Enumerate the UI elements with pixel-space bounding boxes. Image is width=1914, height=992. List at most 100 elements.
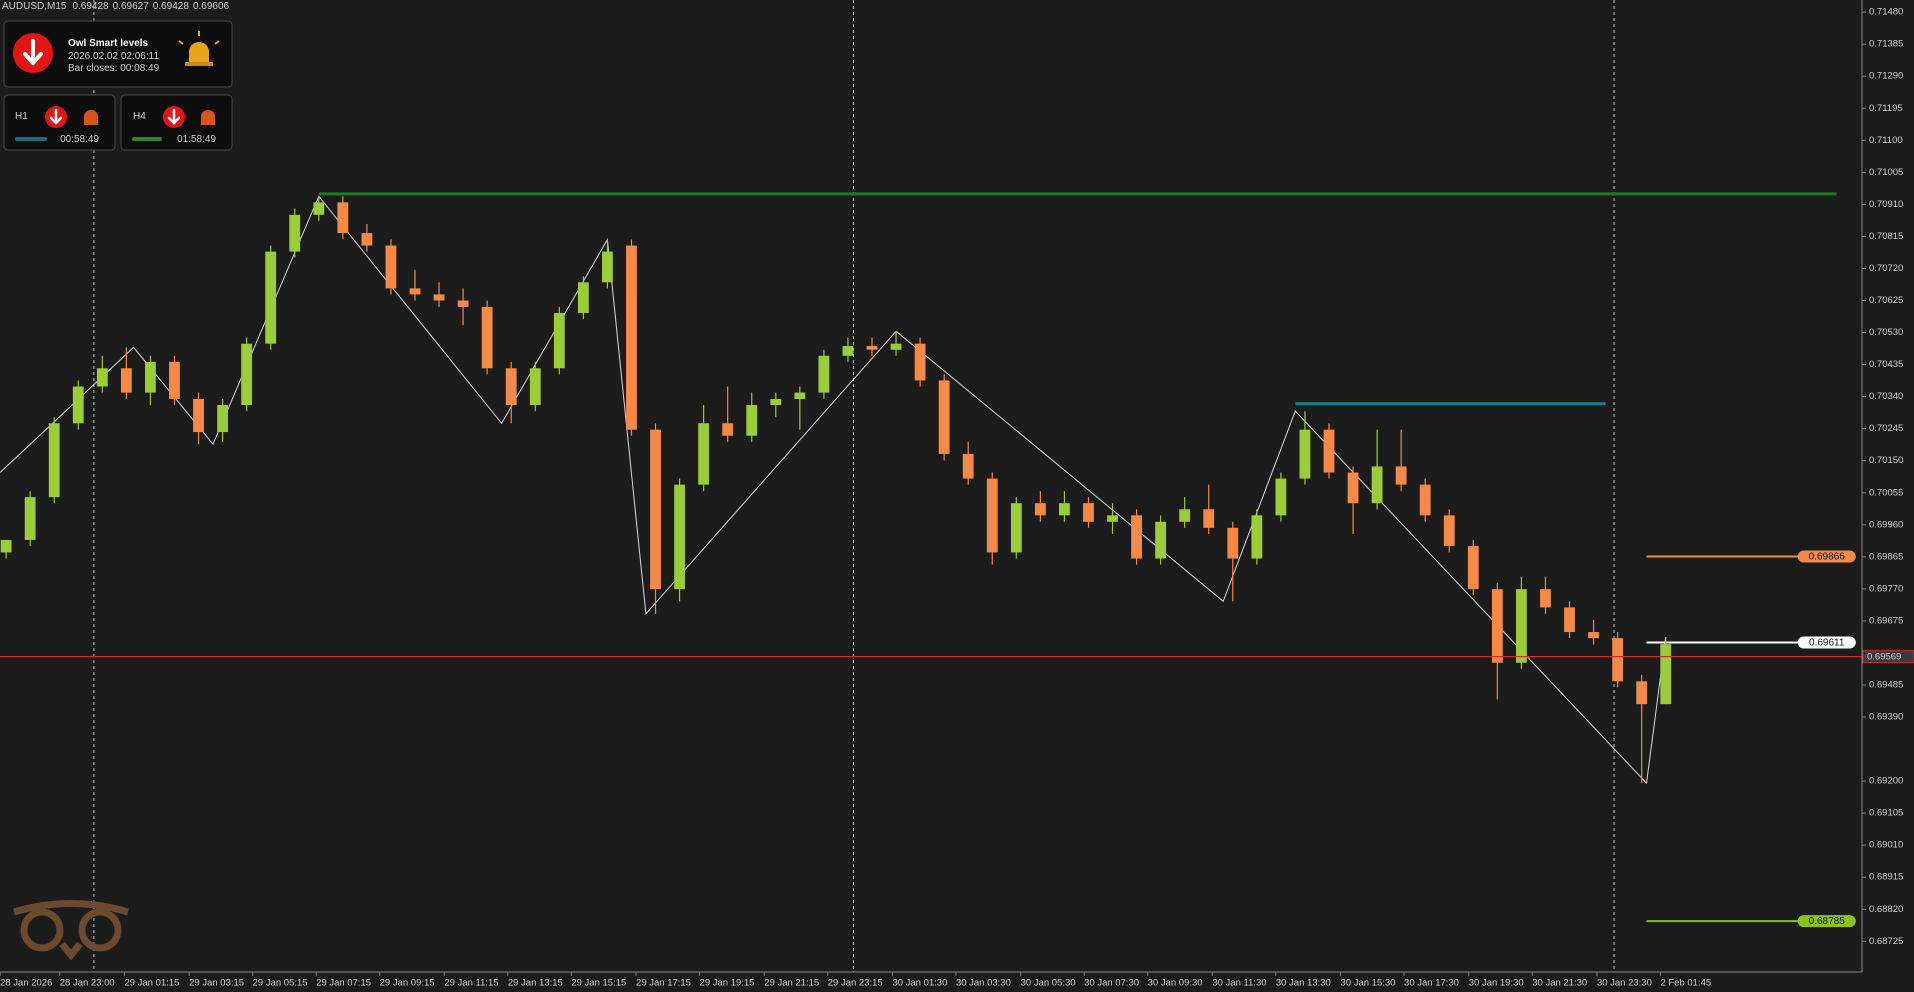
x-tick-label: 29 Jan 05:15 [253,978,308,989]
candle-body [385,245,397,289]
candle-body [169,361,180,399]
candle-body [674,484,685,590]
close-price: 0.69606 [193,1,230,12]
x-tick-label: 28 Jan 2026 [0,978,52,989]
candle-body [193,398,204,433]
progress-bar [15,137,47,141]
candle-body [1588,632,1599,639]
candle-body [505,368,517,406]
candle-body [770,398,782,406]
candle-body [794,392,806,399]
y-tick-label: 0.70340 [1869,391,1903,402]
down-arrow [167,108,181,125]
y-tick-label: 0.69485 [1869,680,1903,691]
x-tick-label: 30 Jan 03:30 [956,978,1011,989]
level-label-box [1797,915,1856,928]
alert-bell [84,110,98,125]
y-tick-label: 0.69010 [1869,840,1903,851]
x-tick-label: 30 Jan 07:30 [1084,978,1139,989]
level-label-box [1797,550,1856,563]
signal-panel: Owl Smart levels 2026.02.02 02:06:11 Bar… [3,20,233,88]
candle-body [265,251,277,344]
x-tick-label: 29 Jan 21:15 [764,978,819,989]
x-tick-label: 30 Jan 15:30 [1341,978,1396,989]
y-tick-label: 0.70245 [1869,423,1903,434]
y-tick-label: 0.69675 [1869,615,1903,626]
x-tick-label: 30 Jan 19:30 [1469,978,1524,989]
candle-body [1083,503,1094,522]
candle-body [433,294,445,301]
y-tick-label: 0.71385 [1869,39,1903,50]
candle-body [1010,503,1022,553]
h4-panel: H4 01:58:49 [120,94,233,151]
x-tick-label: 29 Jan 19:15 [700,978,755,989]
candle-body [1131,515,1142,559]
x-tick-label: 29 Jan 13:15 [508,978,563,989]
candle-body [866,346,878,350]
x-tick-label: 30 Jan 13:30 [1276,978,1331,989]
x-tick-label: 29 Jan 15:15 [571,978,626,989]
y-tick-label: 0.71195 [1869,103,1903,114]
candle-body [409,288,421,295]
logo-brow [13,900,129,916]
logo-eye [20,908,64,952]
candle-body [890,343,902,350]
x-tick-label: 29 Jan 09:15 [380,978,435,989]
alert-bell [178,31,220,66]
candle-body [722,423,734,436]
x-tick-label: 29 Jan 01:15 [124,978,179,989]
x-tick-label: 28 Jan 23:00 [60,978,115,989]
y-tick-label: 0.71005 [1869,167,1903,178]
countdown: 01:58:49 [177,134,216,145]
x-tick-label: 30 Jan 09:30 [1148,978,1203,989]
y-tick-label: 0.68725 [1869,936,1903,947]
x-tick-label: 30 Jan 23:30 [1597,978,1652,989]
x-tick-label: 30 Jan 01:30 [892,978,947,989]
down-arrow [23,39,43,65]
candle-body [1395,466,1407,485]
x-tick-label: 29 Jan 11:15 [444,978,498,989]
candle-body [1275,478,1287,516]
candle-body [24,497,36,540]
candle-body [818,355,830,393]
candle-body [145,361,156,393]
y-tick-label: 0.69200 [1869,776,1903,787]
candle-body [842,346,854,356]
level-label: 0.68785 [1809,916,1846,927]
y-tick-label: 0.68820 [1869,904,1903,915]
candle-body [746,405,758,436]
y-tick-label: 0.70150 [1869,455,1903,466]
candle-body [1155,521,1167,559]
candle-body [1323,429,1335,473]
candle-body [1564,607,1575,633]
level-label: 0.69611 [1809,638,1845,649]
candle-body [1371,466,1383,504]
y-tick-label: 0.70055 [1869,487,1903,498]
logo-eye [78,908,122,952]
candle-body [0,539,12,553]
candle-body [1107,515,1118,522]
x-tick-label: 29 Jan 17:15 [636,978,691,989]
candle-body [938,380,950,454]
candle-body [626,245,637,430]
candle-body [337,202,349,234]
candle-body [1179,509,1191,522]
panel-box [3,20,233,88]
high-price: 0.69627 [113,1,150,12]
candle-body [1491,589,1503,663]
candle-body [1059,503,1070,516]
y-tick-label: 0.69865 [1869,551,1903,562]
candle-body [217,405,228,433]
timeframe-label: H4 [133,111,146,122]
panel-title: Owl Smart levels [68,38,148,49]
candle-body [1227,527,1239,559]
bell-body [189,42,209,62]
candle-body [1443,515,1455,547]
candle-body [48,423,60,498]
candle-body [1347,472,1359,504]
h1-panel: H1 00:58:49 [3,94,116,151]
candle-body [1299,429,1311,479]
y-tick-label: 0.70815 [1869,231,1903,242]
